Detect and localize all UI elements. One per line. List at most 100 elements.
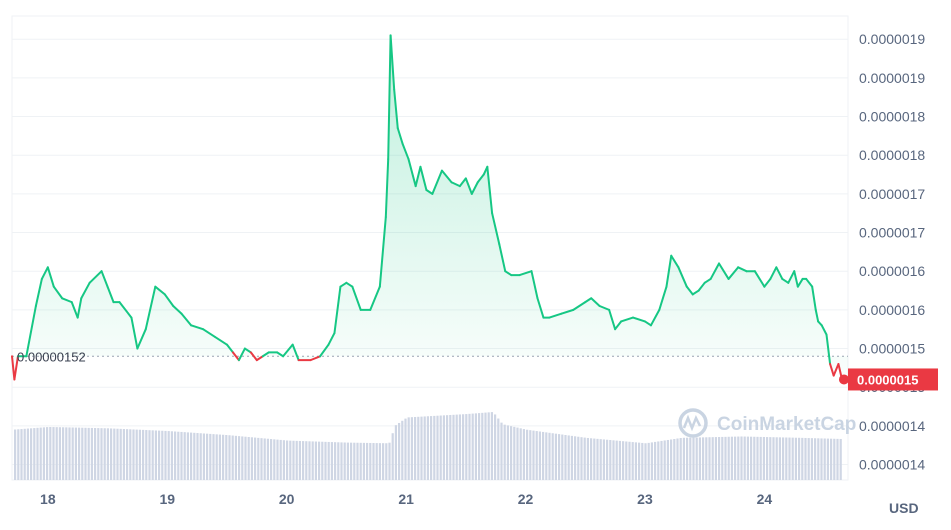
volume-bar (174, 431, 177, 480)
volume-bar (500, 422, 503, 480)
price-segment (709, 262, 721, 280)
volume-bar (538, 431, 541, 480)
price-segment (276, 351, 285, 358)
volume-bar (446, 415, 449, 480)
price-segment (414, 165, 422, 188)
volume-bar (471, 413, 474, 480)
volume-bar (20, 429, 23, 480)
volume-bar (78, 427, 81, 480)
price-segment (118, 301, 133, 319)
current-price-badge (848, 368, 938, 391)
volume-bar (794, 437, 797, 480)
price-segment (775, 266, 784, 280)
volume-bar (324, 441, 327, 480)
volume-bar (708, 437, 711, 480)
price-segment (202, 328, 217, 338)
volume-bar (836, 438, 839, 480)
price-segment (781, 277, 790, 284)
volume-bar (385, 443, 388, 480)
volume-bar (513, 426, 516, 480)
volume-bar (414, 416, 417, 480)
price-segment (753, 270, 766, 288)
volume-bar (254, 437, 257, 480)
volume-bar (382, 443, 385, 480)
volume-bar (170, 431, 173, 480)
price-segment (530, 270, 539, 300)
volume-bar (718, 436, 721, 480)
volume-bar (577, 436, 580, 480)
price-segment (590, 297, 601, 307)
volume-bar (337, 442, 340, 480)
volume-bar (142, 429, 145, 480)
volume-bar (353, 442, 356, 480)
y-tick-label: 0.0000016 (859, 302, 925, 318)
volume-bar (145, 430, 148, 480)
volume-bar (298, 440, 301, 480)
price-segment (345, 281, 354, 288)
volume-bar (666, 439, 669, 480)
price-segment (387, 34, 392, 161)
price-segment (440, 169, 453, 184)
volume-bar (42, 427, 45, 480)
price-segment (825, 333, 832, 365)
volume-bar (74, 427, 77, 480)
volume-bar (430, 416, 433, 480)
price-segment (351, 285, 362, 311)
volume-bar (833, 438, 836, 480)
volume-bar (39, 427, 42, 480)
volume-bar (52, 427, 55, 480)
price-segment (231, 351, 240, 362)
volume-bar (295, 440, 298, 480)
price-segment (396, 127, 404, 145)
volume-bar (465, 414, 468, 480)
volume-bar (244, 436, 247, 480)
price-segment (163, 293, 175, 307)
volume-bar (618, 440, 621, 480)
volume-bar (199, 433, 202, 480)
volume-bar (106, 428, 109, 480)
volume-bar (798, 437, 801, 480)
price-segment (339, 281, 348, 288)
volume-bar (356, 442, 359, 480)
volume-bar (490, 412, 493, 480)
volume-bar (481, 412, 484, 480)
price-segment (608, 308, 617, 331)
volume-bar (250, 437, 253, 480)
volume-bar (321, 441, 324, 480)
volume-bar (462, 414, 465, 480)
volume-bar (404, 418, 407, 480)
volume-bar (346, 442, 349, 480)
volume-bar (663, 440, 666, 480)
price-segment (369, 285, 381, 311)
volume-bar (190, 432, 193, 480)
price-segment (261, 351, 270, 358)
volume-bar (183, 432, 186, 480)
y-axis-ticks: 0.0000019 0.0000019 0.0000018 0.0000018 0.00… (859, 31, 925, 472)
volume-bar (439, 415, 442, 480)
volume-bar (94, 428, 97, 480)
volume-bar (247, 436, 250, 480)
volume-bar (327, 441, 330, 480)
volume-bar (673, 438, 676, 480)
volume-bar (394, 425, 397, 480)
volume-bar (702, 437, 705, 480)
current-price-label: 0.0000015 (857, 372, 918, 387)
y-tick-label: 0.0000016 (859, 263, 925, 279)
volume-bar (257, 437, 260, 480)
volume-bar (260, 438, 263, 480)
volume-bar (135, 429, 138, 480)
price-segment (76, 297, 83, 319)
volume-bar (215, 434, 218, 480)
volume-bar (186, 432, 189, 480)
volume-bar (686, 437, 689, 480)
volume-bar (548, 432, 551, 480)
volume-bar (231, 435, 234, 480)
x-tick-label: 19 (159, 491, 175, 507)
volume-bar (372, 443, 375, 480)
y-tick-label: 0.0000017 (859, 225, 925, 241)
volume-bar (810, 438, 813, 480)
volume-bar (516, 427, 519, 480)
price-segment (727, 266, 740, 280)
